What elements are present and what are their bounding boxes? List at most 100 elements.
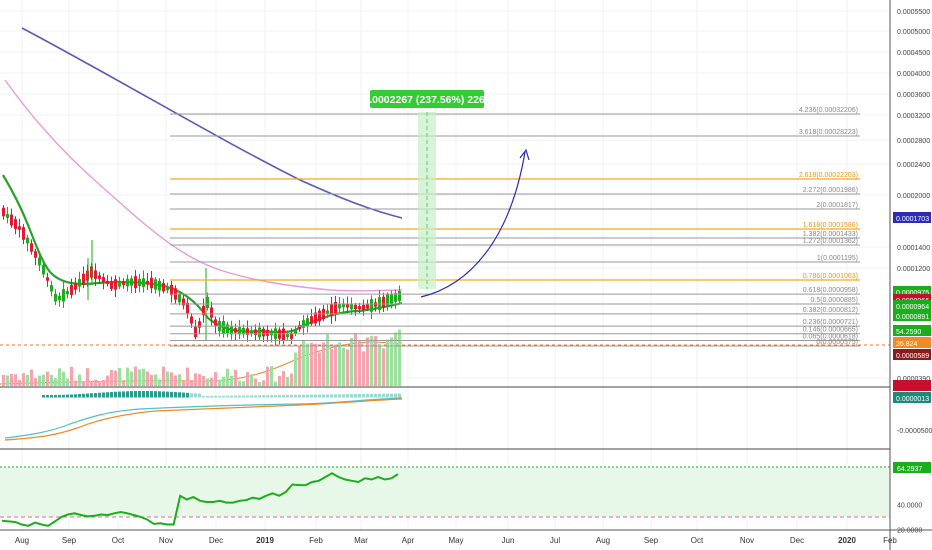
candle-body bbox=[74, 283, 77, 290]
macd-hist-bar bbox=[246, 395, 249, 398]
macd-hist-bar bbox=[302, 394, 305, 398]
macd-hist-bar bbox=[78, 394, 81, 398]
price-pane: 4.236(0.00032206) 3.618(0.00028223) 2.618(… bbox=[0, 27, 890, 386]
volume-bar bbox=[370, 335, 373, 386]
volume-bar bbox=[154, 374, 157, 386]
macd-hist-bar bbox=[350, 394, 353, 398]
macd-hist-bar bbox=[322, 394, 325, 398]
candle-body bbox=[66, 291, 69, 295]
price-tag-label: 54.2590 bbox=[896, 329, 921, 336]
time-axis: Aug Sep Oct Nov Dec 2019 Feb Mar Apr May Jun Jul Aug… bbox=[15, 536, 898, 545]
candle-body bbox=[318, 310, 321, 322]
time-tick-label: Nov bbox=[740, 536, 754, 545]
time-tick-label: Mar bbox=[354, 536, 368, 545]
macd-hist-bar bbox=[374, 393, 377, 398]
time-tick-label: 2019 bbox=[256, 536, 274, 545]
time-tick-label: Apr bbox=[402, 536, 415, 545]
candle-body bbox=[94, 270, 97, 279]
volume-bar bbox=[254, 378, 257, 386]
volume-bar bbox=[234, 369, 237, 386]
macd-hist-bar bbox=[258, 395, 261, 398]
macd-hist-bar bbox=[130, 391, 133, 398]
fib-level-label: 2.618(0.00022203) bbox=[799, 172, 858, 179]
volume-bar bbox=[266, 366, 269, 386]
volume-bar bbox=[394, 332, 397, 386]
macd-hist-bar bbox=[294, 394, 297, 398]
candle-body bbox=[18, 226, 21, 230]
volume-bar bbox=[42, 374, 45, 386]
candle-body bbox=[246, 328, 249, 335]
volume-bar bbox=[18, 380, 21, 386]
fib-level-label: 3.618(0.00028223) bbox=[799, 129, 858, 136]
fib-level-label: 2(0.0001817) bbox=[816, 202, 858, 209]
time-tick-label: 2020 bbox=[838, 536, 856, 545]
candle-body bbox=[154, 279, 157, 290]
macd-hist-bar bbox=[330, 394, 333, 398]
candle-body bbox=[138, 278, 141, 286]
fib-level-label: 0.5(0.0000885) bbox=[811, 297, 858, 304]
price-tick-label: 0.0003600 bbox=[897, 92, 930, 99]
volume-bar bbox=[14, 374, 17, 386]
macd-pane bbox=[4, 391, 403, 441]
volume-bar bbox=[142, 368, 145, 386]
candle-body bbox=[210, 307, 213, 318]
volume-bar bbox=[158, 379, 161, 386]
volume-bar bbox=[54, 378, 57, 386]
price-tag-label: 0.0001703 bbox=[896, 216, 929, 223]
volume-bar bbox=[82, 381, 85, 386]
volume-bar bbox=[62, 371, 65, 386]
candle-body bbox=[370, 299, 373, 312]
macd-hist-bar bbox=[134, 391, 137, 398]
time-tick-label: Dec bbox=[209, 536, 223, 545]
time-tick-label: Feb bbox=[883, 536, 897, 545]
macd-hist-bar bbox=[286, 394, 289, 398]
volume-bar bbox=[338, 342, 341, 386]
macd-hist-bar bbox=[382, 393, 385, 398]
price-tick-label: 0.0002800 bbox=[897, 138, 930, 145]
candle-body bbox=[182, 298, 185, 306]
macd-hist-bar bbox=[110, 391, 113, 398]
volume-bar bbox=[126, 367, 129, 386]
macd-hist-bar bbox=[102, 392, 105, 398]
candle-body bbox=[162, 283, 165, 292]
volume-bar bbox=[398, 329, 401, 386]
fibonacci-levels: 4.236(0.00032206) 3.618(0.00028223) 2.618(… bbox=[170, 107, 860, 347]
volume-bar bbox=[262, 380, 265, 386]
volume-bar bbox=[278, 376, 281, 386]
macd-hist-bar bbox=[138, 391, 141, 398]
time-tick-label: Oct bbox=[112, 536, 125, 545]
candle-body bbox=[142, 278, 145, 287]
macd-hist-bar bbox=[254, 395, 257, 398]
candle-body bbox=[238, 327, 241, 335]
rsi-tag bbox=[893, 462, 931, 473]
candle-body bbox=[354, 304, 357, 310]
volume-bar bbox=[310, 342, 313, 386]
volume-bar bbox=[366, 337, 369, 386]
macd-hist-bar bbox=[362, 393, 365, 398]
candle-body bbox=[22, 227, 25, 240]
price-tick-label: 0.0004000 bbox=[897, 71, 930, 78]
macd-hist-bar bbox=[106, 392, 109, 398]
time-tick-label: May bbox=[448, 536, 463, 545]
volume-bar bbox=[374, 336, 377, 386]
volume-bar bbox=[362, 351, 365, 386]
macd-hist-bar bbox=[278, 395, 281, 398]
volume-bar bbox=[114, 370, 117, 386]
time-tick-label: Oct bbox=[691, 536, 704, 545]
volume-bar bbox=[218, 379, 221, 386]
volume-bar bbox=[198, 374, 201, 386]
volume-bar bbox=[294, 352, 297, 386]
volume-bar bbox=[306, 343, 309, 386]
candle-body bbox=[242, 327, 245, 335]
time-tick-label: Dec bbox=[790, 536, 804, 545]
volume-bar bbox=[166, 371, 169, 386]
candle-body bbox=[314, 312, 317, 324]
volume-bar bbox=[98, 380, 101, 386]
volume-bar bbox=[118, 367, 121, 386]
candle-body bbox=[166, 286, 169, 291]
candle-body bbox=[186, 302, 189, 314]
candle-body bbox=[266, 329, 269, 336]
time-tick-label: Aug bbox=[596, 536, 610, 545]
fib-level-label: 0.236(0.0000721) bbox=[803, 319, 858, 326]
candle-body bbox=[122, 281, 125, 286]
